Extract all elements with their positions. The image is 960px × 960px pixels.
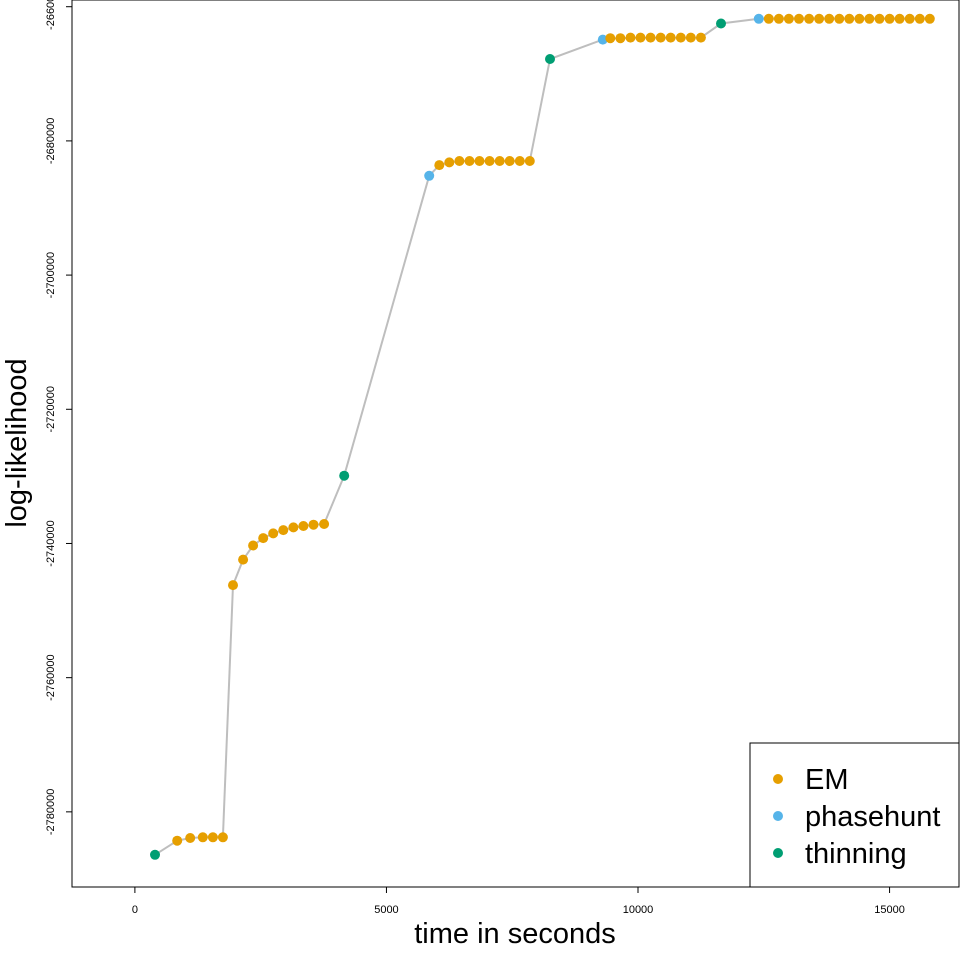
point-EM: [665, 32, 676, 43]
point-EM: [474, 156, 485, 166]
point-EM: [655, 32, 666, 43]
point-EM: [645, 32, 656, 43]
point-thinning: [339, 470, 350, 481]
y-axis-title: log-likelihood: [1, 358, 33, 527]
point-EM: [763, 13, 774, 24]
y-tick-label: -2780000: [45, 789, 57, 836]
point-EM: [217, 832, 228, 843]
trace-line: [154, 17, 930, 856]
point-thinning: [716, 18, 726, 29]
point-EM: [615, 33, 626, 44]
point-EM: [319, 519, 330, 529]
point-EM: [288, 522, 299, 533]
point-EM: [238, 554, 249, 565]
y-tick-label: -2740000: [45, 520, 57, 567]
plot-frame: [71, 0, 960, 888]
point-EM: [228, 580, 238, 591]
x-axis-title: time in seconds: [414, 918, 616, 950]
point-EM: [185, 833, 196, 843]
point-EM: [444, 157, 455, 168]
point-EM: [794, 13, 804, 24]
point-EM: [308, 519, 319, 530]
point-EM: [924, 13, 935, 24]
legend-marker: [773, 811, 783, 821]
point-EM: [484, 156, 495, 166]
point-EM: [248, 540, 259, 551]
point-EM: [268, 528, 279, 539]
x-tick-label: 0: [132, 904, 138, 916]
y-tick-label: -2680000: [45, 118, 57, 165]
x-tick-label: 5000: [374, 904, 398, 916]
y-tick-label: -2760000: [45, 654, 57, 701]
point-EM: [904, 13, 915, 24]
point-EM: [635, 32, 646, 43]
point-EM: [524, 156, 535, 166]
point-EM: [625, 32, 636, 43]
point-thinning: [150, 849, 160, 860]
point-EM: [864, 13, 875, 24]
x-tick-label: 10000: [623, 904, 654, 916]
point-EM: [207, 832, 218, 843]
point-EM: [454, 156, 465, 166]
point-phasehunt: [753, 13, 764, 24]
legend-label: phasehunt: [805, 801, 940, 833]
point-EM: [894, 13, 905, 24]
point-EM: [514, 156, 525, 166]
point-EM: [172, 835, 183, 846]
y-tick-label: -2660000: [45, 0, 57, 30]
legend: EM phasehunt thinning: [749, 742, 960, 888]
point-EM: [675, 32, 686, 43]
point-EM: [298, 521, 309, 531]
data-points: [150, 13, 935, 860]
legend-marker: [773, 774, 783, 784]
point-EM: [695, 32, 706, 43]
y-tick-label: -2700000: [45, 252, 57, 299]
point-EM: [814, 13, 825, 24]
point-EM: [783, 13, 794, 24]
y-axis: -2780000 -2760000 -2740000 -2720000 -2700000…: [45, 0, 72, 835]
y-tick-label: -2720000: [45, 386, 57, 433]
point-EM: [804, 13, 815, 24]
point-EM: [197, 832, 208, 843]
point-EM: [834, 13, 845, 24]
point-EM: [434, 160, 445, 171]
point-phasehunt: [597, 34, 608, 45]
point-EM: [494, 156, 505, 166]
point-EM: [884, 13, 895, 24]
legend-label: EM: [805, 764, 849, 796]
x-tick-label: 15000: [874, 904, 905, 916]
point-thinning: [545, 54, 555, 64]
point-EM: [685, 32, 696, 43]
point-EM: [258, 533, 269, 544]
point-EM: [773, 13, 784, 24]
x-axis: 0 5000 10000 15000: [132, 887, 905, 916]
point-EM: [824, 13, 835, 24]
point-EM: [914, 13, 925, 24]
point-EM: [605, 33, 616, 44]
point-EM: [504, 156, 515, 166]
point-EM: [854, 13, 865, 24]
point-EM: [844, 13, 855, 24]
point-EM: [278, 525, 289, 536]
legend-box: [749, 742, 960, 888]
point-phasehunt: [424, 170, 435, 181]
point-EM: [874, 13, 885, 24]
point-EM: [464, 156, 475, 166]
legend-label: thinning: [805, 838, 907, 870]
legend-marker: [773, 848, 783, 858]
